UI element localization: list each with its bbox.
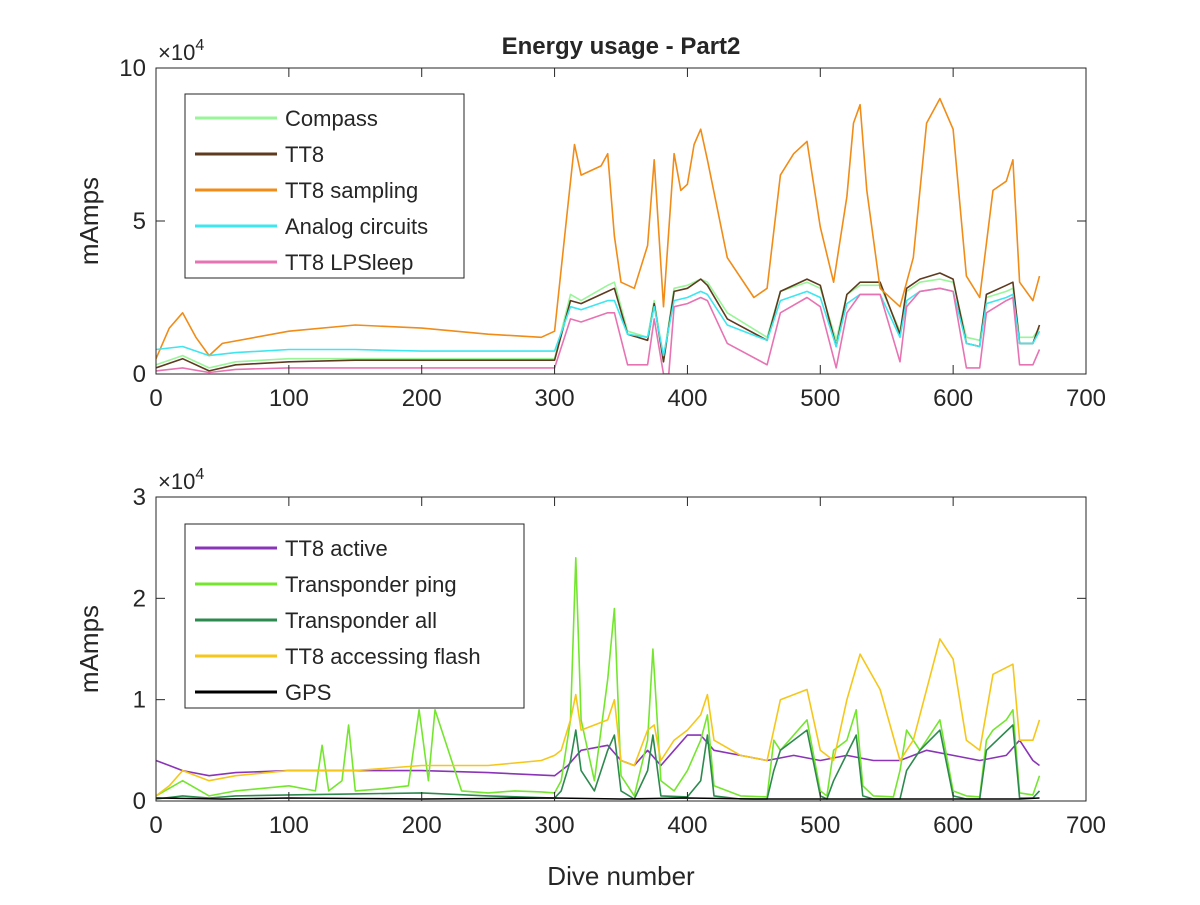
series-line-tt8-accessing-flash (156, 638, 1041, 797)
legend-entry: GPS (285, 680, 331, 705)
axes-box (155, 496, 1087, 802)
x-axis-label: Dive number (547, 861, 695, 891)
legend-entry: Compass (285, 106, 378, 131)
x-tick-label: 500 (800, 385, 840, 412)
legend-entry: TT8 (285, 142, 324, 167)
legend-box (184, 523, 525, 709)
x-tick-label: 400 (667, 385, 707, 412)
chart-1: 0 100 200 300 400 500 600 700 0 5 10 ×104 Energy usa… (74, 33, 1106, 412)
x-tick-label: 100 (269, 385, 309, 412)
y-tick-label: 0 (133, 788, 146, 815)
x-tick-label: 100 (269, 812, 309, 839)
chart-2: 0 100 200 300 400 500 600 700 0 1 2 3 ×104 mAmps Dive … (74, 466, 1106, 891)
x-tick-label: 0 (149, 812, 162, 839)
legend-entry: Transponder all (285, 608, 437, 633)
x-tick-label: 0 (149, 385, 162, 412)
series-line-gps (156, 797, 1040, 800)
chart-title: Energy usage - Part2 (502, 33, 741, 60)
legend: Compass TT8 TT8 sampling Analog circuits TT8… (184, 93, 465, 279)
x-tick-label: 600 (933, 385, 973, 412)
y-tick-label: 1 (133, 687, 146, 714)
series-line-analog-circuits (156, 287, 1041, 357)
legend-entry: Analog circuits (285, 214, 428, 239)
y-tick-label: 2 (133, 585, 146, 612)
x-tick-label: 200 (402, 812, 442, 839)
y-axis-label: mAmps (74, 605, 104, 693)
series-group (156, 97, 1041, 374)
legend-box (184, 93, 465, 279)
legend-entry: TT8 active (285, 536, 388, 561)
legend-entry: TT8 accessing flash (285, 644, 481, 669)
y-tick-label: 0 (133, 361, 146, 388)
y-axis-label: mAmps (74, 177, 104, 265)
x-tick-label: 300 (535, 385, 575, 412)
series-line-tt8-lpsleep (156, 287, 1041, 374)
y-exponent-label: ×104 (158, 466, 204, 494)
legend-entry: Transponder ping (285, 572, 457, 597)
x-tick-label: 300 (535, 812, 575, 839)
x-tick-label: 400 (667, 812, 707, 839)
legend-entry: TT8 LPSleep (285, 250, 413, 275)
series-group (156, 556, 1041, 800)
series-line-tt8-sampling (156, 97, 1041, 360)
y-exponent-label: ×104 (158, 37, 204, 65)
legend: TT8 active Transponder ping Transponder al… (184, 523, 525, 709)
y-tick-label: 3 (133, 484, 146, 511)
legend-entry: TT8 sampling (285, 178, 418, 203)
y-tick-label: 10 (119, 55, 146, 82)
x-tick-label: 600 (933, 812, 973, 839)
series-line-transponder-ping (156, 556, 1041, 798)
x-tick-label: 500 (800, 812, 840, 839)
y-tick-label: 5 (133, 208, 146, 235)
x-tick-label: 200 (402, 385, 442, 412)
x-tick-label: 700 (1066, 385, 1106, 412)
x-tick-label: 700 (1066, 812, 1106, 839)
series-line-compass (156, 278, 1041, 369)
